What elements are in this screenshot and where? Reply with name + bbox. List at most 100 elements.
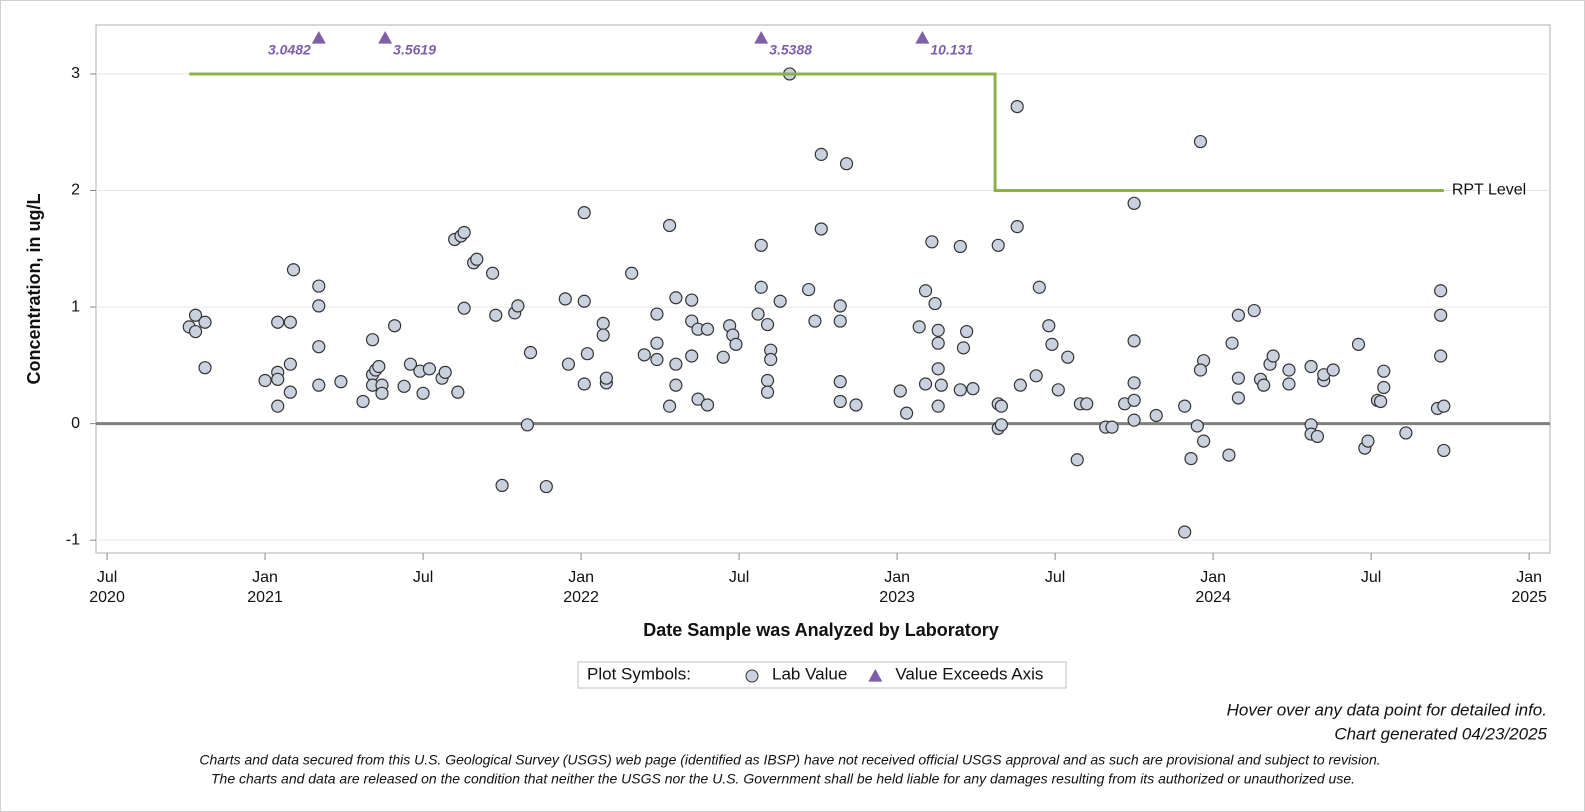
data-point xyxy=(356,394,370,409)
data-point xyxy=(1231,371,1246,385)
data-point xyxy=(893,384,907,398)
data-point xyxy=(1127,413,1141,427)
data-point xyxy=(188,324,203,339)
data-point xyxy=(1193,363,1208,377)
data-point xyxy=(1225,336,1239,350)
legend-marker xyxy=(868,669,883,682)
data-point xyxy=(596,316,610,330)
data-point xyxy=(416,386,430,400)
data-point xyxy=(802,282,816,297)
data-point xyxy=(1282,363,1296,377)
legend-box xyxy=(577,661,1067,689)
data-point xyxy=(577,294,591,308)
exceeds-marker xyxy=(378,31,393,44)
data-point xyxy=(669,378,683,392)
data-point xyxy=(188,308,203,322)
data-point xyxy=(1010,99,1024,114)
data-point xyxy=(700,322,715,336)
data-point xyxy=(1105,420,1119,434)
data-point xyxy=(918,377,933,391)
data-point xyxy=(539,479,553,494)
data-point xyxy=(691,392,705,406)
x-axis-label: Date Sample was Analyzed by Laboratory xyxy=(643,620,998,640)
data-point xyxy=(198,315,212,329)
data-point xyxy=(994,418,1008,432)
data-point xyxy=(833,394,847,409)
data-point xyxy=(1266,349,1280,363)
data-point xyxy=(1051,383,1065,397)
data-point xyxy=(375,386,389,400)
data-point xyxy=(312,299,326,313)
data-point xyxy=(511,299,525,313)
data-point xyxy=(486,266,500,280)
exceeds-label: 3.0482 xyxy=(268,42,311,58)
legend-label: Lab Value xyxy=(772,664,847,683)
data-point xyxy=(1045,337,1059,351)
data-point xyxy=(960,324,974,339)
data-point xyxy=(994,399,1008,413)
data-point xyxy=(1178,399,1192,413)
data-point xyxy=(700,398,715,412)
data-point xyxy=(729,337,743,351)
y-tick-label: 1 xyxy=(71,298,80,315)
data-point xyxy=(286,263,301,277)
data-point xyxy=(925,235,939,249)
data-point xyxy=(814,147,828,161)
y-tick-label: 0 xyxy=(71,415,80,432)
x-tick-label: Jul xyxy=(1361,569,1381,586)
data-point xyxy=(596,328,610,342)
data-point xyxy=(1190,419,1204,433)
line-label: RPT Level xyxy=(1452,182,1526,199)
data-point xyxy=(956,341,971,355)
x-tick-label: Jul xyxy=(413,569,433,586)
x-tick-label: Jul xyxy=(729,569,749,586)
y-tick-label: 3 xyxy=(71,65,80,82)
data-point xyxy=(271,399,285,413)
data-point xyxy=(580,347,595,361)
data-point xyxy=(814,222,828,236)
data-point xyxy=(1127,393,1141,407)
data-point xyxy=(808,314,822,328)
data-point xyxy=(1193,134,1208,149)
disclaimer: The charts and data are released on the … xyxy=(211,771,1355,787)
data-point xyxy=(198,361,212,375)
data-point xyxy=(669,291,683,305)
note: Chart generated 04/23/2025 xyxy=(1334,724,1547,743)
data-point xyxy=(1013,378,1027,392)
data-point xyxy=(312,378,326,392)
data-point xyxy=(1377,380,1391,395)
data-point xyxy=(760,385,775,399)
data-point xyxy=(1061,350,1075,364)
x-tick-label: Jan 2022 xyxy=(563,569,599,606)
data-point xyxy=(577,377,591,391)
x-tick-label: Jan 2023 xyxy=(879,569,915,606)
data-point xyxy=(283,357,297,371)
data-point xyxy=(283,315,297,329)
data-point xyxy=(650,336,664,350)
data-point xyxy=(403,357,418,371)
x-tick-label: Jan 2025 xyxy=(1511,569,1547,606)
data-point xyxy=(662,218,677,233)
data-point xyxy=(650,352,664,367)
data-point xyxy=(1310,429,1325,444)
data-point xyxy=(1127,196,1141,210)
exceeds-marker xyxy=(311,31,326,44)
data-point xyxy=(1010,220,1024,234)
data-point xyxy=(457,225,471,240)
data-point xyxy=(334,375,348,389)
data-point xyxy=(685,349,699,363)
data-point xyxy=(258,373,272,388)
data-point xyxy=(1032,280,1046,294)
data-point xyxy=(953,239,967,254)
data-point xyxy=(1184,451,1198,466)
data-point xyxy=(388,319,402,333)
data-point xyxy=(625,266,639,280)
exceeds-label: 3.5619 xyxy=(393,42,436,58)
data-point xyxy=(1351,337,1366,351)
data-point xyxy=(1080,397,1094,411)
data-point xyxy=(928,296,942,311)
data-point xyxy=(953,383,967,397)
data-point xyxy=(1326,363,1340,377)
data-point xyxy=(1149,408,1163,423)
